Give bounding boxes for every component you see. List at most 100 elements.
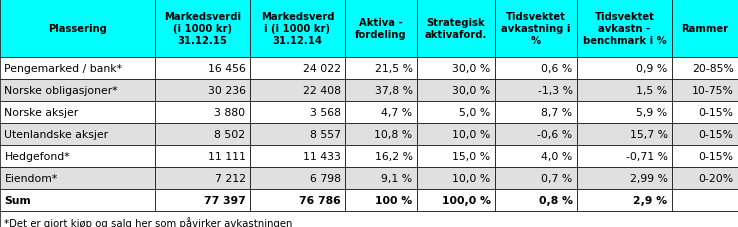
Text: 9,1 %: 9,1 % xyxy=(382,173,413,183)
Text: Sum: Sum xyxy=(4,195,31,205)
FancyBboxPatch shape xyxy=(250,0,345,58)
FancyBboxPatch shape xyxy=(345,0,417,58)
FancyBboxPatch shape xyxy=(672,101,738,123)
Text: 3 568: 3 568 xyxy=(309,108,340,118)
Text: 30 236: 30 236 xyxy=(207,86,246,96)
FancyBboxPatch shape xyxy=(155,123,250,145)
FancyBboxPatch shape xyxy=(0,189,155,211)
Text: 2,9 %: 2,9 % xyxy=(633,195,668,205)
FancyBboxPatch shape xyxy=(577,145,672,167)
FancyBboxPatch shape xyxy=(417,0,495,58)
Text: *Det er gjort kjøp og salg her som påvirker avkastningen: *Det er gjort kjøp og salg her som påvir… xyxy=(4,216,293,227)
FancyBboxPatch shape xyxy=(577,167,672,189)
Text: Aktiva -
fordeling: Aktiva - fordeling xyxy=(355,18,407,40)
Text: -1,3 %: -1,3 % xyxy=(537,86,573,96)
Text: 11 111: 11 111 xyxy=(207,151,246,161)
FancyBboxPatch shape xyxy=(155,101,250,123)
Text: 22 408: 22 408 xyxy=(303,86,340,96)
FancyBboxPatch shape xyxy=(155,58,250,80)
FancyBboxPatch shape xyxy=(0,101,155,123)
FancyBboxPatch shape xyxy=(345,189,417,211)
FancyBboxPatch shape xyxy=(672,167,738,189)
Text: 4,0 %: 4,0 % xyxy=(541,151,573,161)
Text: -0,71 %: -0,71 % xyxy=(626,151,668,161)
FancyBboxPatch shape xyxy=(0,167,155,189)
Text: 24 022: 24 022 xyxy=(303,64,340,74)
FancyBboxPatch shape xyxy=(417,123,495,145)
Text: 11 433: 11 433 xyxy=(303,151,340,161)
FancyBboxPatch shape xyxy=(155,0,250,58)
Text: 8 502: 8 502 xyxy=(215,129,246,139)
FancyBboxPatch shape xyxy=(417,145,495,167)
Text: 15,7 %: 15,7 % xyxy=(630,129,668,139)
Text: Rammer: Rammer xyxy=(681,24,728,34)
Text: 76 786: 76 786 xyxy=(299,195,340,205)
FancyBboxPatch shape xyxy=(0,0,155,58)
FancyBboxPatch shape xyxy=(345,101,417,123)
Text: Tidsvektet
avkastn -
benchmark i %: Tidsvektet avkastn - benchmark i % xyxy=(582,12,666,45)
FancyBboxPatch shape xyxy=(155,189,250,211)
FancyBboxPatch shape xyxy=(0,80,155,101)
FancyBboxPatch shape xyxy=(577,0,672,58)
Text: Utenlandske aksjer: Utenlandske aksjer xyxy=(4,129,108,139)
Text: 100 %: 100 % xyxy=(376,195,413,205)
Text: 10,0 %: 10,0 % xyxy=(452,129,491,139)
FancyBboxPatch shape xyxy=(672,123,738,145)
FancyBboxPatch shape xyxy=(495,189,577,211)
Text: 30,0 %: 30,0 % xyxy=(452,86,491,96)
Text: 4,7 %: 4,7 % xyxy=(382,108,413,118)
Text: 16 456: 16 456 xyxy=(207,64,246,74)
FancyBboxPatch shape xyxy=(495,145,577,167)
Text: Pengemarked / bank*: Pengemarked / bank* xyxy=(4,64,123,74)
FancyBboxPatch shape xyxy=(672,189,738,211)
FancyBboxPatch shape xyxy=(495,101,577,123)
FancyBboxPatch shape xyxy=(495,0,577,58)
Text: Strategisk
aktivaford.: Strategisk aktivaford. xyxy=(425,18,487,40)
FancyBboxPatch shape xyxy=(250,80,345,101)
FancyBboxPatch shape xyxy=(577,58,672,80)
FancyBboxPatch shape xyxy=(250,101,345,123)
Text: 10,0 %: 10,0 % xyxy=(452,173,491,183)
FancyBboxPatch shape xyxy=(250,145,345,167)
FancyBboxPatch shape xyxy=(672,145,738,167)
FancyBboxPatch shape xyxy=(250,189,345,211)
FancyBboxPatch shape xyxy=(0,211,738,227)
FancyBboxPatch shape xyxy=(345,167,417,189)
FancyBboxPatch shape xyxy=(417,101,495,123)
Text: 77 397: 77 397 xyxy=(204,195,246,205)
FancyBboxPatch shape xyxy=(250,123,345,145)
Text: 37,8 %: 37,8 % xyxy=(375,86,413,96)
Text: 0,8 %: 0,8 % xyxy=(539,195,573,205)
Text: 16,2 %: 16,2 % xyxy=(375,151,413,161)
Text: 1,5 %: 1,5 % xyxy=(636,86,668,96)
Text: Markedsverd
i (i 1000 kr)
31.12.14: Markedsverd i (i 1000 kr) 31.12.14 xyxy=(261,12,334,45)
Text: Eiendom*: Eiendom* xyxy=(4,173,58,183)
FancyBboxPatch shape xyxy=(417,189,495,211)
Text: 5,9 %: 5,9 % xyxy=(636,108,668,118)
FancyBboxPatch shape xyxy=(577,189,672,211)
Text: 0,6 %: 0,6 % xyxy=(541,64,573,74)
Text: 0,9 %: 0,9 % xyxy=(636,64,668,74)
Text: 15,0 %: 15,0 % xyxy=(452,151,491,161)
FancyBboxPatch shape xyxy=(155,80,250,101)
Text: Norske obligasjoner*: Norske obligasjoner* xyxy=(4,86,118,96)
FancyBboxPatch shape xyxy=(345,58,417,80)
Text: 0-15%: 0-15% xyxy=(699,108,734,118)
FancyBboxPatch shape xyxy=(345,80,417,101)
Text: 100,0 %: 100,0 % xyxy=(441,195,491,205)
FancyBboxPatch shape xyxy=(345,145,417,167)
FancyBboxPatch shape xyxy=(0,58,155,80)
Text: Hedgefond*: Hedgefond* xyxy=(4,151,70,161)
Text: 8 557: 8 557 xyxy=(309,129,340,139)
Text: Tidsvektet
avkastning i
%: Tidsvektet avkastning i % xyxy=(501,12,570,45)
Text: 20-85%: 20-85% xyxy=(692,64,734,74)
FancyBboxPatch shape xyxy=(0,145,155,167)
Text: 0-15%: 0-15% xyxy=(699,151,734,161)
FancyBboxPatch shape xyxy=(495,167,577,189)
FancyBboxPatch shape xyxy=(417,80,495,101)
FancyBboxPatch shape xyxy=(250,167,345,189)
FancyBboxPatch shape xyxy=(495,80,577,101)
FancyBboxPatch shape xyxy=(417,58,495,80)
FancyBboxPatch shape xyxy=(495,58,577,80)
FancyBboxPatch shape xyxy=(672,80,738,101)
